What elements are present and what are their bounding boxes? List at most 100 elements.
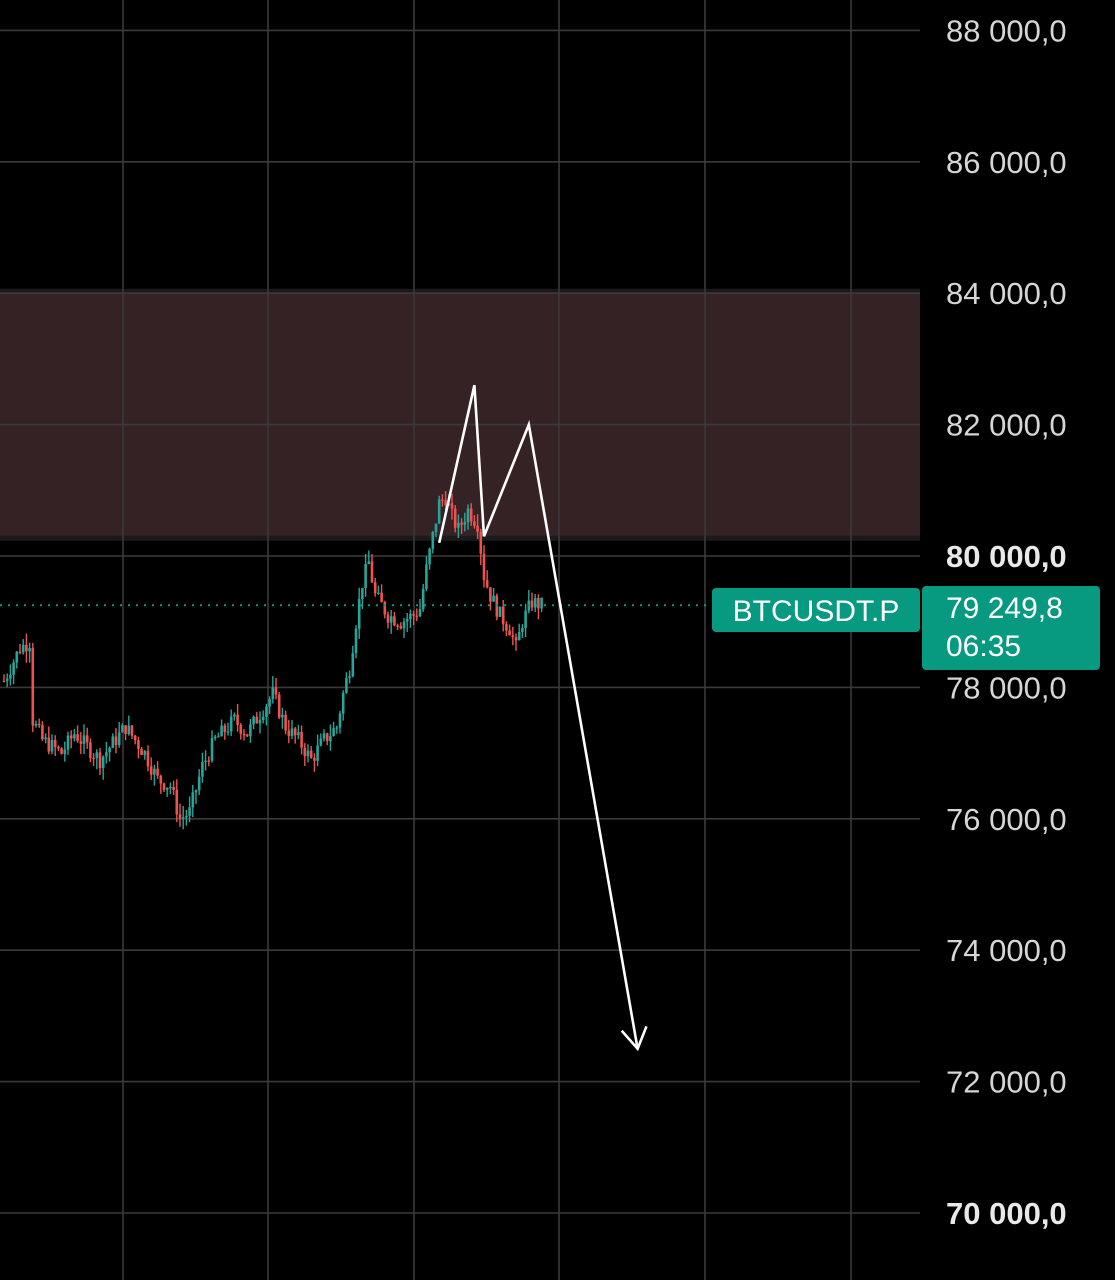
candle-body xyxy=(175,789,179,815)
candle-body xyxy=(239,724,243,734)
candle-body xyxy=(389,616,393,623)
candle-body xyxy=(508,630,511,636)
candle-body xyxy=(514,637,518,641)
candle-body xyxy=(303,747,307,757)
y-axis-tick-label: 70 000,0 xyxy=(946,1196,1067,1231)
candle-body xyxy=(425,564,428,589)
candle-body xyxy=(21,644,25,653)
candle-body xyxy=(418,609,422,617)
candle-body xyxy=(156,768,159,776)
candle-body xyxy=(476,525,479,532)
candle-body xyxy=(540,597,543,609)
candle-body xyxy=(268,699,271,707)
last-price-label: 79 249,8 xyxy=(946,592,1063,625)
candle-body xyxy=(322,733,326,739)
symbol-badge-label: BTCUSDT.P xyxy=(733,595,900,628)
candle-body xyxy=(57,746,60,749)
candle-body xyxy=(18,651,22,654)
candle-body xyxy=(341,692,345,714)
candle-body xyxy=(345,678,348,693)
candle-body xyxy=(194,790,198,793)
candle-body xyxy=(92,757,95,760)
candle-body xyxy=(121,725,124,733)
candle-body xyxy=(261,716,265,721)
candle-body xyxy=(140,748,143,755)
candle-body xyxy=(217,736,220,738)
candle-body xyxy=(210,738,214,761)
candle-body xyxy=(367,561,371,564)
candle-body xyxy=(521,628,524,633)
y-axis-tick-label: 80 000,0 xyxy=(946,539,1067,574)
candle-body xyxy=(178,814,182,819)
y-axis-tick-label: 72 000,0 xyxy=(946,1065,1067,1100)
candle-body xyxy=(319,738,323,746)
candle-body xyxy=(185,815,188,818)
candle-body xyxy=(377,592,380,594)
y-axis-tick-label: 82 000,0 xyxy=(946,408,1067,443)
candle-body xyxy=(236,714,239,725)
candle-body xyxy=(399,626,403,629)
candle-body xyxy=(37,723,41,726)
resistance-zone xyxy=(0,289,920,541)
candle-body xyxy=(153,768,156,775)
candle-body xyxy=(380,592,383,603)
candle-body xyxy=(441,499,444,501)
candle-body xyxy=(412,613,415,616)
candle-body xyxy=(287,730,291,736)
candle-body xyxy=(533,598,537,608)
candle-body xyxy=(169,786,172,789)
candle-body xyxy=(482,553,486,581)
candle-body xyxy=(277,694,281,718)
symbol-badge xyxy=(712,588,920,632)
candle-body xyxy=(428,548,431,565)
candle-body xyxy=(124,725,127,734)
candle-body xyxy=(220,725,223,737)
candle-body xyxy=(313,757,316,761)
candle-body xyxy=(114,736,118,746)
candle-body xyxy=(249,724,252,737)
candle-body xyxy=(457,522,460,528)
candle-body xyxy=(469,508,473,522)
candle-body xyxy=(309,750,313,758)
candle-body xyxy=(66,735,70,750)
candle-body xyxy=(159,775,163,784)
candle-body xyxy=(466,508,470,523)
candle-body xyxy=(44,737,47,740)
candle-body xyxy=(258,720,262,724)
candle-body xyxy=(338,713,342,728)
candle-body xyxy=(233,714,236,717)
candle-body xyxy=(149,766,153,775)
candle-body xyxy=(373,582,377,594)
y-axis-tick-label: 78 000,0 xyxy=(946,670,1067,705)
candle-body xyxy=(444,500,447,506)
candle-body xyxy=(245,734,249,737)
candle-body xyxy=(82,735,86,744)
candle-body xyxy=(409,613,412,620)
candle-body xyxy=(297,732,300,736)
candle-body xyxy=(511,635,515,638)
candle-body xyxy=(281,714,284,718)
candle-body xyxy=(165,787,169,790)
candle-body xyxy=(437,499,441,524)
candle-body xyxy=(73,734,76,739)
candle-body xyxy=(5,678,9,681)
candle-body xyxy=(191,792,195,808)
candle-body xyxy=(28,647,31,652)
candle-body xyxy=(431,531,435,549)
y-axis-tick-label: 84 000,0 xyxy=(946,276,1067,311)
candle-body xyxy=(402,621,406,629)
candle-body xyxy=(255,716,259,724)
candle-body xyxy=(133,735,137,741)
bar-countdown-label: 06:35 xyxy=(946,630,1021,663)
candle-body xyxy=(517,632,521,641)
candle-body xyxy=(335,727,339,729)
candle-body xyxy=(41,725,44,740)
candle-body xyxy=(396,625,399,627)
candle-body xyxy=(252,716,255,725)
candle-body xyxy=(415,615,419,617)
candle-body xyxy=(172,786,175,790)
candle-body xyxy=(111,736,115,748)
candle-body xyxy=(69,735,73,739)
candle-body xyxy=(12,662,15,675)
